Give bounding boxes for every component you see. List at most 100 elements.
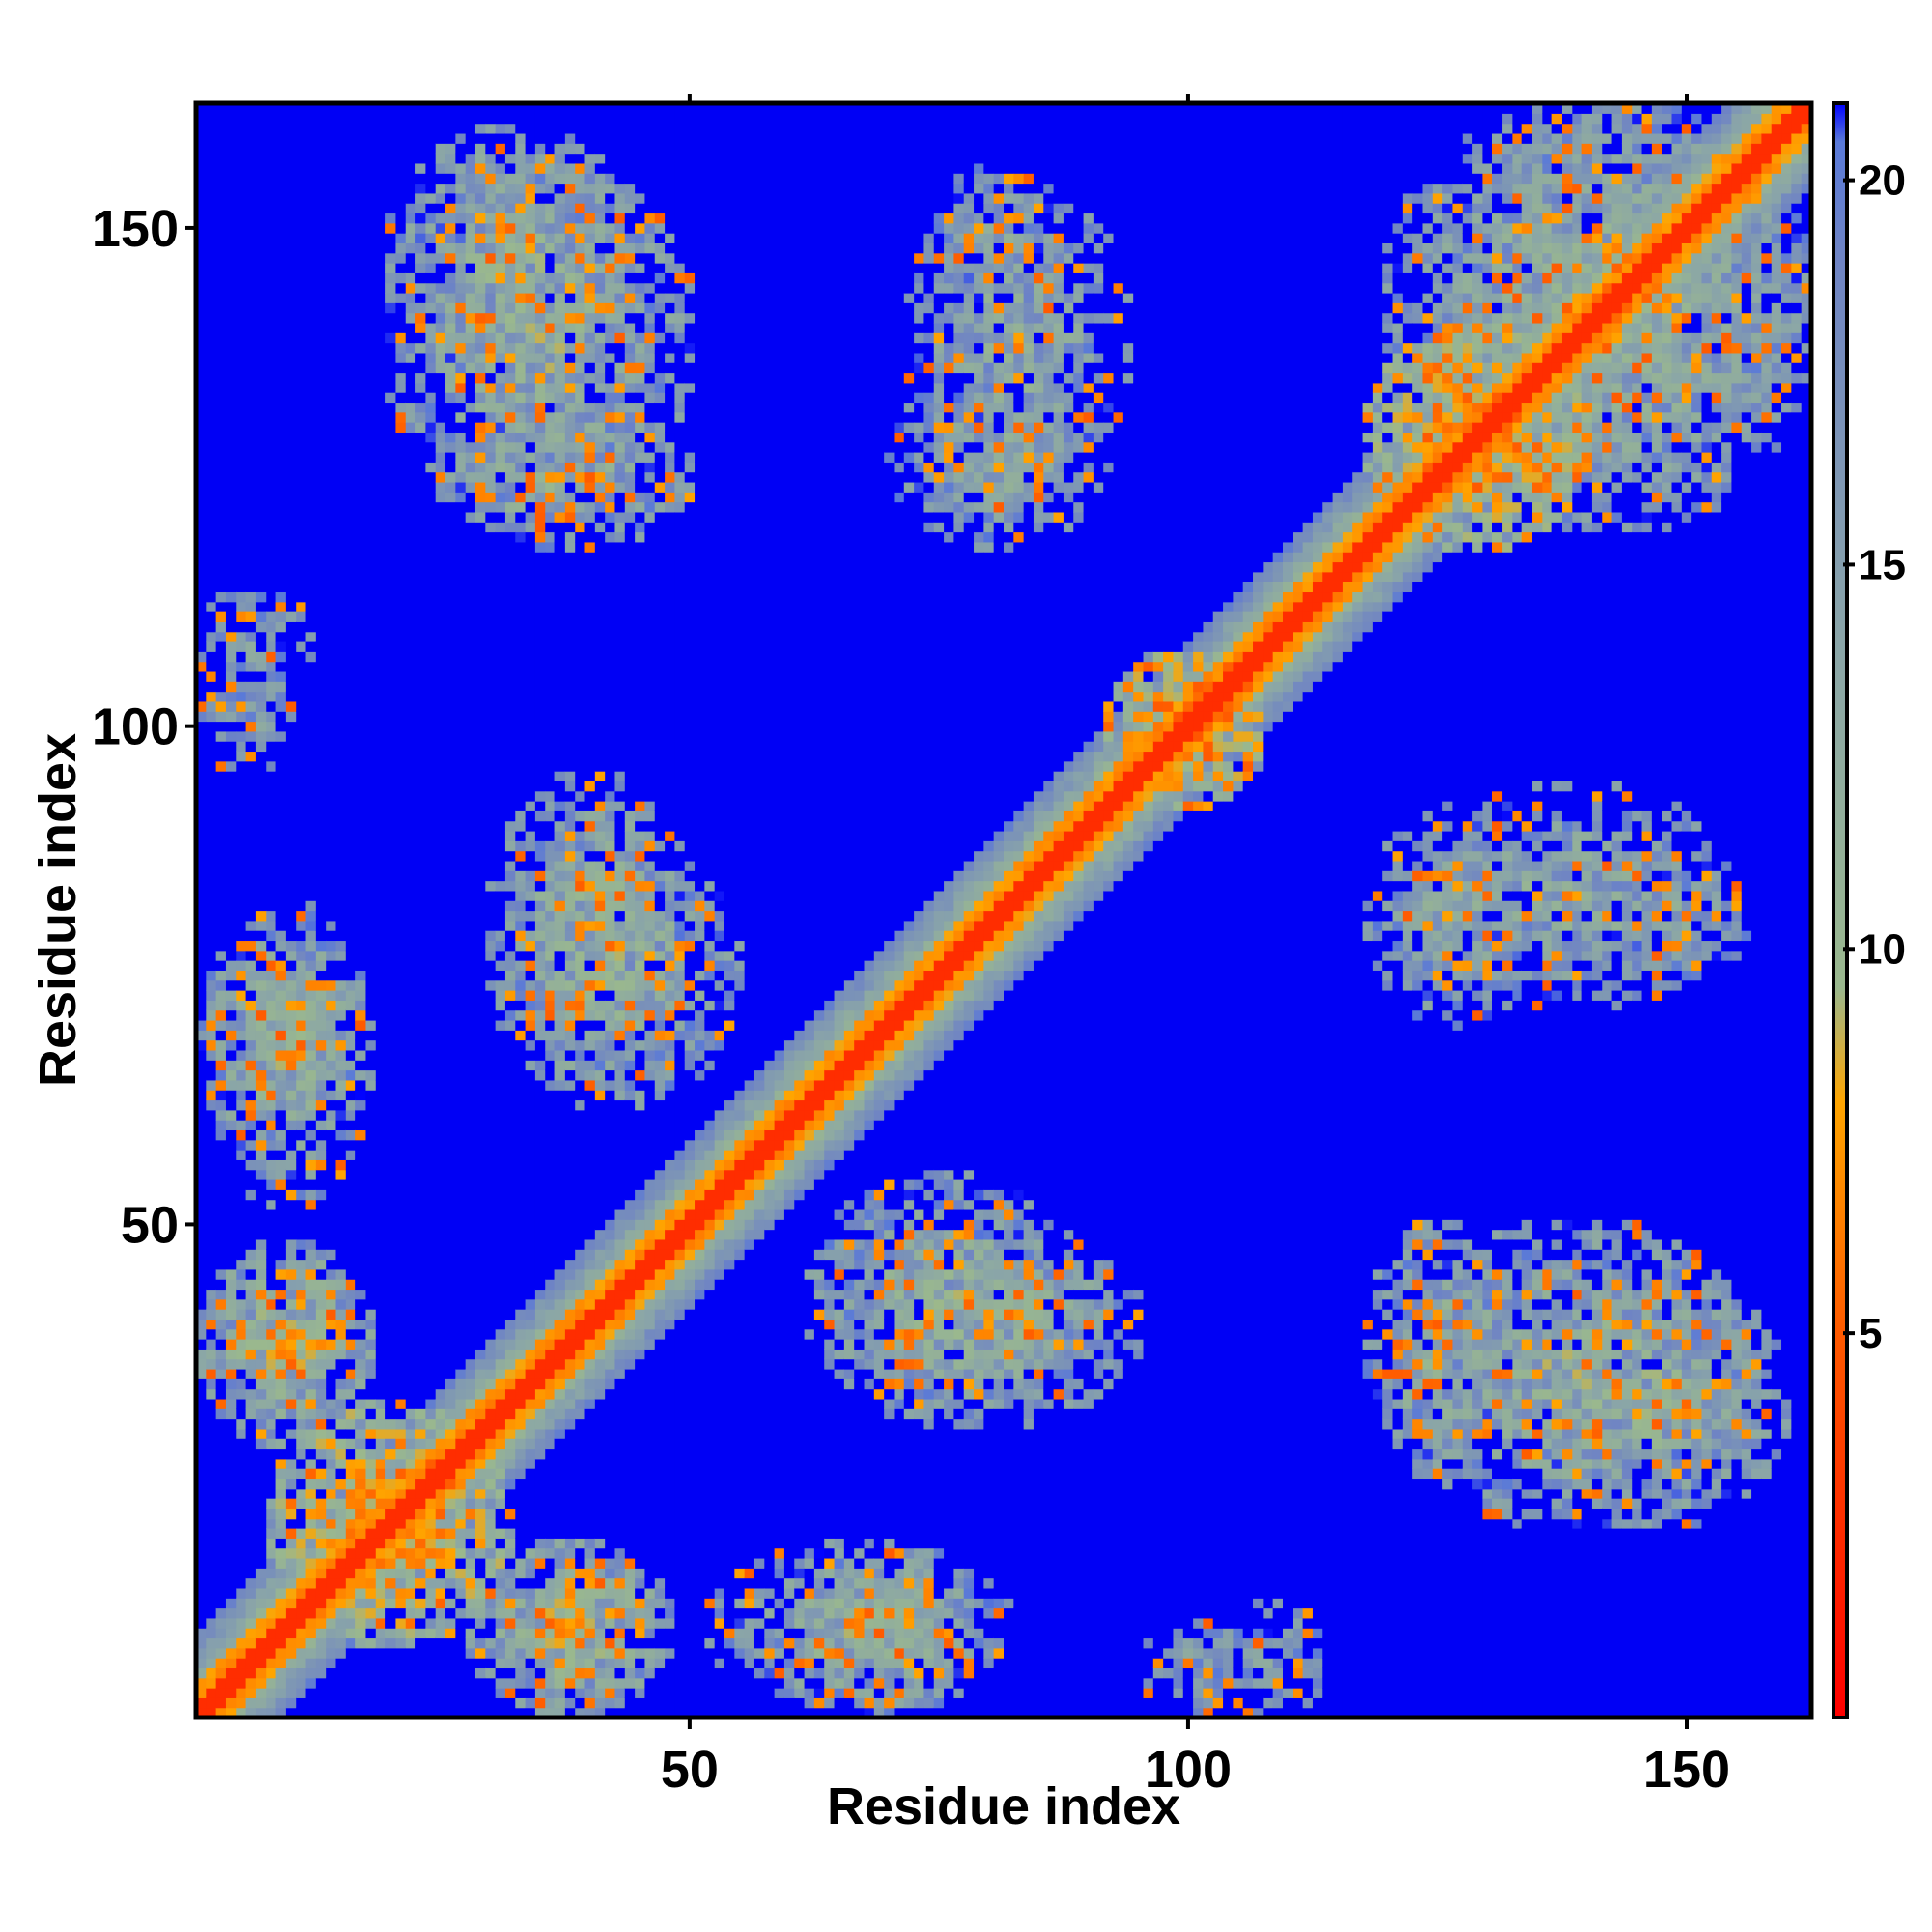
heatmap-cell [466, 1050, 476, 1061]
heatmap-cell [236, 1189, 246, 1200]
heatmap-cell [256, 1598, 267, 1608]
heatmap-cell [485, 1349, 496, 1359]
heatmap-cell [246, 1339, 257, 1350]
heatmap-cell [236, 900, 246, 911]
heatmap-cell [445, 343, 456, 354]
heatmap-cell [496, 851, 506, 862]
heatmap-cell [466, 302, 476, 313]
heatmap-cell [346, 1369, 356, 1379]
heatmap-cell [395, 1528, 406, 1539]
heatmap-cell [326, 1219, 336, 1230]
heatmap-cell [355, 1678, 366, 1689]
heatmap-cell [376, 383, 386, 393]
heatmap-cell [406, 113, 416, 124]
heatmap-cell [355, 591, 366, 602]
heatmap-cell [485, 154, 496, 164]
heatmap-cell [326, 722, 336, 732]
heatmap-cell [395, 1628, 406, 1638]
heatmap-cell [376, 810, 386, 821]
heatmap-cell [346, 851, 356, 862]
heatmap-cell [306, 722, 317, 732]
heatmap-cell [216, 1159, 227, 1170]
heatmap-cell [376, 1200, 386, 1210]
heatmap-cell [385, 810, 396, 821]
heatmap-cell [466, 242, 476, 253]
heatmap-cell [216, 154, 227, 164]
heatmap-cell [385, 641, 396, 652]
heatmap-cell [266, 1648, 276, 1659]
heatmap-cell [276, 1389, 287, 1400]
heatmap-cell [406, 1329, 416, 1340]
heatmap-cell [296, 1200, 306, 1210]
heatmap-cell [286, 1419, 297, 1430]
heatmap-cell [266, 572, 276, 582]
heatmap-cell [485, 353, 496, 363]
heatmap-cell [365, 1399, 376, 1409]
heatmap-cell [395, 722, 406, 732]
heatmap-cell [246, 402, 257, 412]
heatmap-cell [466, 143, 476, 154]
heatmap-cell [455, 242, 466, 253]
heatmap-cell [455, 143, 466, 154]
heatmap-cell [355, 133, 366, 144]
heatmap-cell [355, 1667, 366, 1678]
heatmap-cell [395, 1200, 406, 1210]
heatmap-cell [316, 1628, 327, 1638]
heatmap-cell [296, 1399, 306, 1409]
heatmap-cell [236, 561, 246, 572]
heatmap-cell [445, 1359, 456, 1370]
heatmap-cell [376, 1349, 386, 1359]
heatmap-cell [425, 891, 436, 901]
heatmap-cell [436, 422, 446, 433]
heatmap-cell [365, 432, 376, 442]
heatmap-cell [335, 343, 346, 354]
heatmap-cell [436, 1588, 446, 1599]
heatmap-cell [415, 591, 426, 602]
heatmap-cell [236, 1000, 246, 1010]
heatmap-cell [266, 1299, 276, 1310]
heatmap-cell [376, 1519, 386, 1529]
heatmap-cell [425, 911, 436, 922]
heatmap-cell [226, 1508, 237, 1519]
heatmap-cell [266, 651, 276, 662]
heatmap-cell [475, 1538, 486, 1548]
heatmap-cell [355, 1209, 366, 1220]
heatmap-cell [496, 1309, 506, 1320]
heatmap-cell [276, 951, 287, 961]
heatmap-cell [475, 731, 486, 742]
heatmap-cell [246, 591, 257, 602]
heatmap-cell [475, 1260, 486, 1270]
heatmap-cell [445, 1219, 456, 1230]
heatmap-cell [246, 492, 257, 502]
heatmap-cell [296, 193, 306, 204]
heatmap-cell [395, 1090, 406, 1100]
heatmap-cell [415, 1239, 426, 1250]
heatmap-cell [256, 1697, 267, 1708]
heatmap-cell [266, 1329, 276, 1340]
heatmap-cell [306, 911, 317, 922]
heatmap-cell [415, 681, 426, 692]
heatmap-cell [346, 1389, 356, 1400]
heatmap-cell [395, 313, 406, 324]
heatmap-cell [266, 343, 276, 354]
heatmap-cell [335, 223, 346, 234]
heatmap-cell [296, 701, 306, 712]
heatmap-cell [256, 980, 267, 991]
heatmap-cell [395, 1508, 406, 1519]
heatmap-cell [216, 193, 227, 204]
heatmap-cell [385, 940, 396, 951]
heatmap-cell [306, 1378, 317, 1389]
heatmap-cell [455, 741, 466, 752]
heatmap-cell [496, 412, 506, 423]
heatmap-cell [466, 223, 476, 234]
heatmap-cell [395, 632, 406, 642]
heatmap-cell [425, 1508, 436, 1519]
heatmap-cell [326, 1568, 336, 1578]
heatmap-cell [455, 1249, 466, 1260]
heatmap-cell [365, 801, 376, 811]
heatmap-cell [455, 621, 466, 632]
heatmap-cell [445, 184, 456, 194]
heatmap-cell [415, 332, 426, 343]
heatmap-cell [496, 1528, 506, 1539]
heatmap-cell [226, 1378, 237, 1389]
